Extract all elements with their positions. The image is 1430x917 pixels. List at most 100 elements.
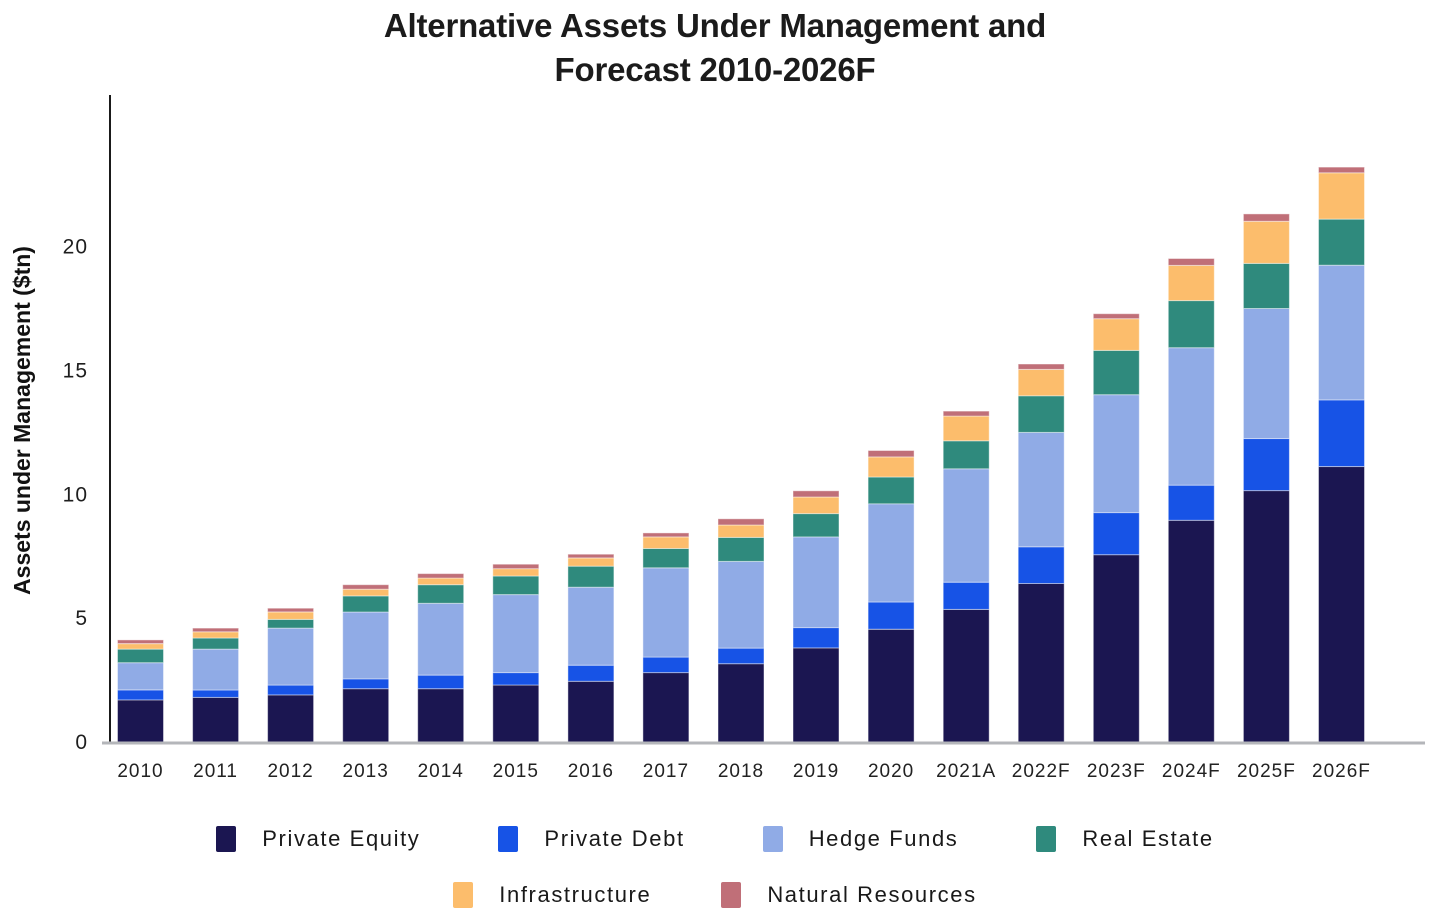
y-axis-tick-label: 20	[63, 236, 88, 259]
bar-segment	[792, 490, 840, 498]
bar-segment	[567, 586, 615, 666]
x-axis-label: 2013	[343, 761, 389, 782]
x-axis-label: 2023F	[1087, 761, 1146, 782]
bar-segment	[1167, 519, 1215, 743]
bar-segment	[492, 563, 540, 570]
bar-segment	[1242, 220, 1290, 264]
bar-segment	[1017, 546, 1065, 584]
legend-item-real-estate: Real Estate	[1036, 826, 1213, 852]
x-axis-line	[102, 741, 1425, 745]
bar-segment	[342, 584, 390, 590]
bar-segment	[342, 688, 390, 743]
bar-segment	[1092, 318, 1140, 351]
bar-segment	[1242, 308, 1290, 439]
bar-segment	[342, 595, 390, 613]
bar-segment	[1017, 431, 1065, 548]
legend-swatch	[453, 882, 474, 908]
bar-segment	[1167, 347, 1215, 486]
y-axis-tick-label: 10	[63, 483, 88, 506]
legend-swatch	[498, 826, 519, 852]
bar-segment	[1092, 313, 1140, 320]
x-axis-label: 2010	[117, 761, 163, 782]
bar-segment	[267, 611, 315, 620]
legend-item-private-debt: Private Debt	[498, 826, 684, 852]
bar-segment	[1318, 218, 1365, 266]
bar-segment	[867, 601, 915, 630]
bar-segment	[942, 415, 990, 442]
x-axis-label: 2022F	[1012, 761, 1071, 782]
x-axis-label: 2018	[718, 761, 764, 782]
x-axis-label: 2021A	[936, 761, 996, 782]
x-axis-label: 2020	[868, 761, 914, 782]
bar-segment	[1017, 369, 1065, 397]
x-axis-label: 2025F	[1237, 761, 1296, 782]
bar-segment	[1242, 490, 1290, 743]
bar-segment	[192, 648, 240, 691]
bar-segment	[1167, 258, 1215, 266]
bar-segment	[267, 684, 315, 696]
bar-segment	[1092, 394, 1140, 514]
x-axis-label: 2016	[568, 761, 614, 782]
bar-segment	[492, 672, 540, 686]
legend-item-private-equity: Private Equity	[216, 826, 420, 852]
x-axis-label: 2012	[267, 761, 313, 782]
bar-segment	[942, 609, 990, 743]
bar-segment	[342, 678, 390, 690]
legend-swatch	[216, 826, 237, 852]
bar-segment	[717, 524, 765, 538]
bar-segment	[1318, 466, 1365, 743]
legend-label: Private Equity	[262, 826, 421, 851]
bar-segment	[717, 536, 765, 562]
bar-segment	[567, 680, 615, 743]
x-axis-label: 2026F	[1312, 761, 1371, 782]
legend-row-1: Private Equity Private Debt Hedge Funds Rea…	[0, 826, 1430, 852]
y-axis-tick-label: 0	[75, 731, 88, 754]
legend-swatch	[1036, 826, 1057, 852]
bar-segment	[867, 450, 915, 458]
bar-segment	[1092, 349, 1140, 396]
bar-segment	[942, 410, 990, 417]
y-axis-tick-label: 15	[63, 359, 88, 382]
bar-segment	[192, 696, 240, 743]
bar-segment	[192, 627, 240, 633]
bar-segment	[642, 567, 690, 658]
bar-segment	[1017, 363, 1065, 370]
bar-segment	[267, 694, 315, 743]
bar-segment	[1017, 395, 1065, 433]
bar-segment	[867, 476, 915, 505]
bar-segment	[642, 536, 690, 550]
bar-segment	[267, 627, 315, 686]
chart-title: Alternative Assets Under Management and …	[0, 4, 1430, 91]
bar-segment	[417, 602, 465, 676]
bar-segment	[717, 560, 765, 649]
bar-segment	[1167, 264, 1215, 302]
bar-segment	[417, 573, 465, 579]
bar-segment	[642, 656, 690, 674]
bar-segment	[267, 618, 315, 629]
x-axis-label: 2024F	[1162, 761, 1221, 782]
y-axis-tick-label: 5	[75, 607, 88, 630]
bar-segment	[1092, 554, 1140, 743]
legend-label: Infrastructure	[499, 882, 652, 907]
bar-segment	[1242, 438, 1290, 492]
bar-segment	[792, 647, 840, 743]
legend-item-hedge-funds: Hedge Funds	[762, 826, 959, 852]
legend-swatch	[721, 882, 742, 908]
bar-segment	[1318, 264, 1365, 401]
bar-segment	[1167, 484, 1215, 521]
bar-segment	[1318, 399, 1365, 467]
bar-segment	[942, 581, 990, 610]
bar-segment	[117, 639, 164, 645]
bar-segment	[342, 588, 390, 597]
bar-segment	[417, 674, 465, 690]
bar-segment	[117, 662, 164, 691]
bar-segment	[117, 699, 164, 743]
bar-segment	[492, 568, 540, 577]
bar-segment	[792, 496, 840, 515]
bar-segment	[1092, 512, 1140, 556]
legend-item-infrastructure: Infrastructure	[453, 882, 651, 908]
bar-segment	[1017, 583, 1065, 743]
bar-segment	[117, 648, 164, 664]
bar-segment	[942, 468, 990, 583]
bar-segment	[417, 584, 465, 604]
